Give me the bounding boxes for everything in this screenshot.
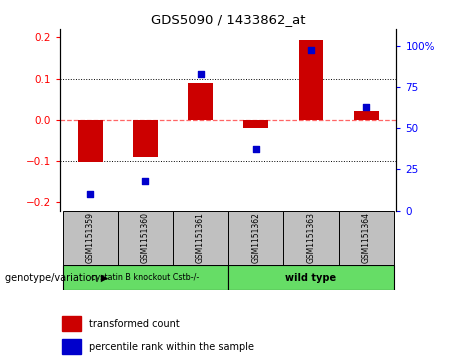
Bar: [173, 211, 228, 265]
Bar: [63, 211, 118, 265]
Bar: [338, 211, 394, 265]
Point: [87, 191, 94, 197]
Point: [307, 48, 315, 53]
Bar: [118, 211, 173, 265]
Bar: [354, 111, 378, 120]
Text: genotype/variation ▶: genotype/variation ▶: [5, 273, 108, 283]
Bar: [63, 265, 228, 290]
Text: cystatin B knockout Cstb-/-: cystatin B knockout Cstb-/-: [91, 273, 200, 282]
Text: percentile rank within the sample: percentile rank within the sample: [89, 342, 254, 352]
Bar: [62, 316, 81, 331]
Bar: [243, 120, 268, 128]
Bar: [299, 40, 323, 120]
Text: GSM1151360: GSM1151360: [141, 212, 150, 263]
Point: [362, 104, 370, 110]
Point: [252, 147, 260, 152]
Point: [197, 71, 204, 77]
Text: wild type: wild type: [285, 273, 337, 283]
Bar: [228, 265, 394, 290]
Text: GSM1151363: GSM1151363: [307, 212, 315, 263]
Bar: [188, 83, 213, 120]
Bar: [133, 120, 158, 157]
Point: [142, 178, 149, 184]
Bar: [62, 339, 81, 354]
Bar: [228, 211, 284, 265]
Text: GSM1151361: GSM1151361: [196, 212, 205, 263]
Text: transformed count: transformed count: [89, 319, 180, 329]
Text: GSM1151364: GSM1151364: [361, 212, 371, 263]
Bar: [78, 120, 103, 162]
Text: GSM1151359: GSM1151359: [86, 212, 95, 263]
Title: GDS5090 / 1433862_at: GDS5090 / 1433862_at: [151, 13, 306, 26]
Bar: [284, 211, 338, 265]
Text: GSM1151362: GSM1151362: [251, 212, 260, 263]
